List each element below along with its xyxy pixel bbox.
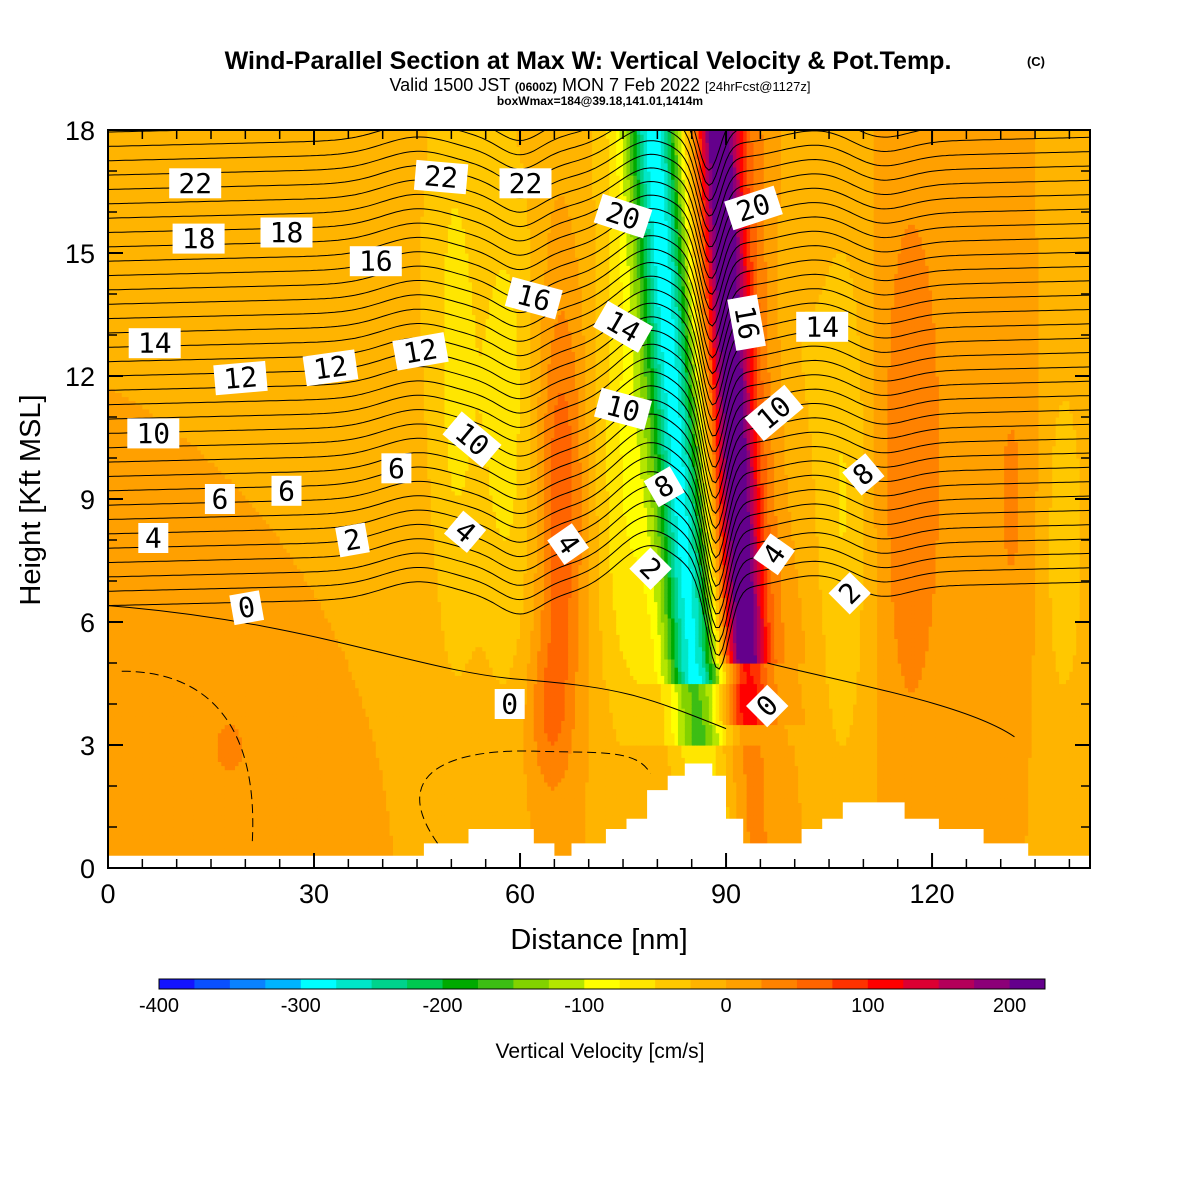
colorbar-swatch [690, 979, 727, 989]
colorbar-tick-label: -100 [564, 995, 604, 1017]
colorbar-label: Vertical Velocity [cm/s] [496, 1040, 705, 1063]
contour-label: 14 [128, 327, 181, 360]
contour-label: 16 [349, 245, 402, 278]
contour-label: 18 [172, 222, 225, 255]
chart-subtitle: Valid 1500 JST (0600Z) MON 7 Feb 2022 [2… [390, 75, 811, 95]
contour-label: 2 [335, 522, 370, 558]
colorbar-swatch [726, 979, 762, 989]
chart-title: Wind-Parallel Section at Max W: Vertical… [225, 47, 952, 75]
colorbar-swatch [761, 979, 798, 989]
colorbar-swatch [407, 979, 443, 989]
y-tick-label: 9 [80, 485, 95, 515]
colorbar-swatch [619, 979, 656, 989]
colorbar-swatch [265, 979, 302, 989]
y-tick-label: 12 [65, 362, 95, 392]
colorbar-swatch [371, 979, 408, 989]
y-tick-label: 3 [80, 731, 95, 761]
x-axis-label: Distance [nm] [510, 924, 687, 956]
y-axis-label: Height [Kft MSL] [15, 394, 47, 605]
x-tick-label: 120 [910, 879, 955, 909]
colorbar-swatch [796, 979, 833, 989]
colorbar-swatch [477, 979, 514, 989]
y-tick-label: 6 [80, 608, 95, 638]
x-tick-label: 0 [100, 879, 115, 909]
colorbar-swatch [229, 979, 266, 989]
copyright-mark: (C) [1027, 54, 1045, 69]
colorbar-tick-label: -400 [139, 995, 179, 1017]
contour-label: 0 [494, 688, 525, 721]
vertical-velocity-field [108, 130, 1090, 868]
colorbar-swatch [867, 979, 904, 989]
colorbar-swatch [938, 979, 975, 989]
colorbar-swatch [832, 979, 869, 989]
chart-subtitle-2: boxWmax=184@39.18,141.01,1414m [497, 94, 703, 108]
colorbar [158, 978, 1046, 990]
colorbar-swatch [548, 979, 585, 989]
colorbar-swatch [300, 979, 337, 989]
contour-label: 6 [271, 474, 302, 507]
terrain [108, 763, 1090, 868]
colorbar-swatch [584, 979, 621, 989]
y-tick-label: 0 [80, 854, 95, 884]
colorbar-swatch [336, 979, 373, 989]
colorbar-swatch [513, 979, 550, 989]
colorbar-swatch [159, 979, 195, 989]
x-tick-label: 30 [299, 879, 329, 909]
colorbar-tick-labels: -400 -300 -200 -100 0 100 200 [139, 995, 1026, 1017]
contour-label: 12 [392, 332, 449, 371]
colorbar-swatch [442, 979, 479, 989]
contour-label: 22 [169, 167, 222, 200]
y-tick-label: 18 [65, 116, 95, 146]
colorbar-tick-label: -300 [281, 995, 321, 1017]
colorbar-swatch [903, 979, 940, 989]
contour-label: 22 [413, 159, 469, 195]
x-tick-labels: 0 30 60 90 120 [100, 879, 954, 909]
contour-label: 6 [204, 483, 235, 516]
contour-label: 10 [127, 417, 180, 450]
contour-label: 12 [213, 360, 268, 396]
contour-label: 22 [499, 167, 552, 200]
x-tick-label: 90 [711, 879, 741, 909]
colorbar-tick-label: 0 [720, 995, 731, 1017]
contour-label: 14 [796, 310, 849, 343]
colorbar-tick-label: -200 [423, 995, 463, 1017]
colorbar-swatch [194, 979, 231, 989]
contour-label: 4 [138, 522, 169, 555]
contour-label: 0 [229, 590, 265, 625]
y-tick-label: 15 [65, 239, 95, 269]
axis-ticks [107, 129, 1090, 869]
colorbar-tick-label: 200 [993, 995, 1026, 1017]
contour-label: 6 [381, 452, 412, 485]
colorbar-tick-label: 100 [851, 995, 884, 1017]
x-tick-label: 60 [505, 879, 535, 909]
contour-label: 16 [727, 294, 766, 351]
contour-label: 18 [260, 216, 313, 249]
contour-label: 12 [302, 349, 359, 386]
colorbar-swatch [974, 979, 1010, 989]
colorbar-swatch [655, 979, 691, 989]
y-tick-labels: 0 3 6 9 12 15 18 [65, 116, 95, 884]
colorbar-swatch [1009, 979, 1046, 989]
